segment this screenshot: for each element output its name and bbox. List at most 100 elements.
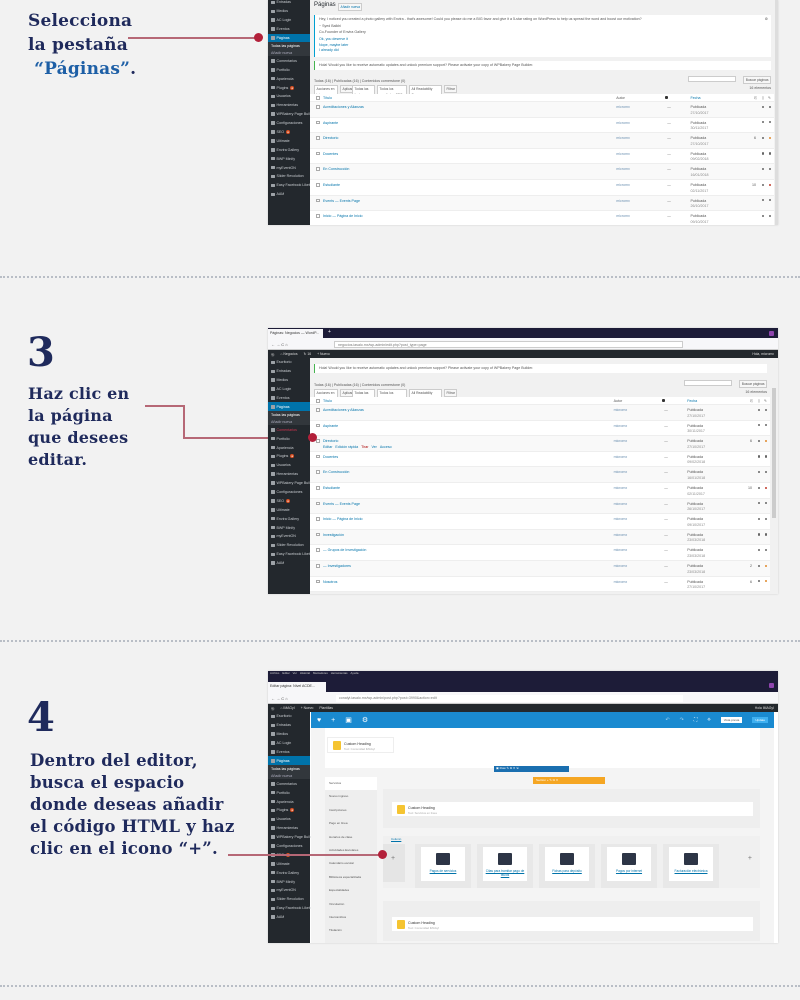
sidebar-item-p-ginas[interactable]: Páginas	[268, 402, 310, 412]
card-link[interactable]: Pagos de servicios	[429, 869, 457, 873]
select-all-checkbox[interactable]	[316, 96, 320, 100]
sidebar-item-escritorio[interactable]: Escritorio	[268, 358, 310, 367]
author-link[interactable]: micromx	[613, 548, 628, 553]
settings-icon[interactable]: ⚙	[361, 717, 369, 724]
sidebar-item-ultimate[interactable]: Ultimate	[268, 859, 310, 868]
sidebar-item-slider-revolution[interactable]: Slider Revolution	[268, 172, 310, 181]
page-title-link[interactable]: Directorio	[323, 136, 339, 141]
sidebar-item-plugins[interactable]: Plugins ●	[268, 806, 310, 815]
author-link[interactable]: micromx	[616, 105, 630, 109]
page-title-link[interactable]: Nosotros	[323, 579, 338, 584]
add-element-plus-icon[interactable]: +	[747, 855, 752, 862]
add-element-plus-icon[interactable]: +	[391, 855, 396, 862]
page-title-link[interactable]: Events — Events Page	[323, 501, 360, 506]
row-action-link[interactable]: Acceso	[379, 445, 392, 450]
sidebar-item-medios[interactable]: Medios	[268, 730, 310, 739]
row-checkbox[interactable]	[316, 183, 320, 187]
sidebar-item-entradas[interactable]: Entradas	[268, 0, 310, 7]
sidebar-item-apariencia[interactable]: Apariencia	[268, 797, 310, 806]
sidebar-item-entradas[interactable]: Entradas	[268, 721, 310, 730]
page-title-link[interactable]: Aspirante	[323, 423, 339, 428]
add-new-button[interactable]: Añadir nueva	[338, 3, 363, 11]
sidebar-item-aam[interactable]: AAM	[268, 559, 310, 568]
sidebar-item-configuraciones[interactable]: Configuraciones	[268, 119, 310, 128]
menu-item[interactable]: Marcadores	[312, 671, 328, 675]
sidebar-item-p-ginas[interactable]: Páginas	[268, 756, 310, 766]
custom-heading-block[interactable]: Custom Heading Text: Servicios en línea	[391, 801, 754, 817]
sidebar-item-herramientas[interactable]: Herramientas	[268, 470, 310, 479]
menu-item[interactable]: Archivo	[270, 671, 280, 675]
user-greeting[interactable]: Hola, micromx	[752, 352, 774, 356]
filter-button[interactable]: Filtrar	[444, 389, 458, 397]
dismiss-icon[interactable]: ⚙	[764, 17, 768, 21]
sidebar-item-ac-login[interactable]: AC Login	[268, 16, 310, 25]
templates-link[interactable]: Plantillas	[319, 706, 333, 710]
user-greeting[interactable]: Hola IMAGyI	[754, 706, 774, 710]
updates-link[interactable]: ↻ 16	[303, 352, 312, 356]
author-link[interactable]: micromx	[613, 470, 628, 475]
nav-buttons[interactable]: ← → C ⌂	[271, 695, 288, 701]
card-link[interactable]: Facturación electrónica	[674, 869, 708, 873]
sidebar-item-portfolio[interactable]: Portfolio	[268, 65, 310, 74]
sidebar-item-entradas[interactable]: Entradas	[268, 367, 310, 376]
icon-box-card[interactable]: Pagos por internet	[607, 847, 651, 881]
row-checkbox[interactable]	[316, 151, 320, 156]
site-name-link[interactable]: ⌂ IMAGyI	[280, 706, 295, 710]
browser-tab[interactable]: Páginas: Negocios — WordP...	[268, 329, 323, 338]
sidebar-item-comentarios[interactable]: Comentarios	[268, 779, 310, 788]
card-link[interactable]: Citas para tramitar pago de títulos	[485, 869, 525, 877]
new-tab-button[interactable]: +	[328, 329, 331, 335]
tab-item[interactable]: Titulación	[329, 928, 342, 933]
sidebar-item-herramientas[interactable]: Herramientas	[268, 824, 310, 833]
fullscreen-icon[interactable]: ⛶	[693, 717, 698, 723]
status-filters[interactable]: Todas (16) | Publicadas (16) | Contenido…	[314, 79, 406, 83]
sidebar-item-aam[interactable]: AAM	[268, 913, 310, 922]
row-action-link[interactable]: Ver	[371, 445, 377, 450]
tab-item[interactable]: Actividades Escolares	[329, 847, 359, 852]
page-title-link[interactable]: En Construcción	[323, 470, 350, 475]
menu-item[interactable]: Herramientas	[330, 671, 348, 675]
author-link[interactable]: micromx	[616, 198, 630, 203]
column-title[interactable]: Título	[323, 399, 332, 403]
sidebar-item-seo[interactable]: SEO●	[268, 496, 310, 505]
author-link[interactable]: micromx	[616, 151, 630, 156]
sidebar-item-usuarios[interactable]: Usuarios	[268, 815, 310, 824]
tab-item[interactable]: Pago en línea	[329, 821, 348, 826]
sidebar-item-apariencia[interactable]: Apariencia	[268, 74, 310, 83]
filter-button[interactable]: Filtrar	[444, 85, 458, 93]
page-title-link[interactable]: Aspirante	[323, 120, 339, 125]
column-label[interactable]: Column	[391, 837, 402, 841]
row-checkbox[interactable]	[316, 198, 320, 203]
row-checkbox[interactable]	[316, 454, 320, 459]
page-title-link[interactable]: Estudiante	[323, 486, 340, 490]
page-title-link[interactable]: Docentes	[323, 454, 339, 459]
author-link[interactable]: micromx	[616, 120, 630, 125]
tabs-controls[interactable]: Section + ✎ ⧉ ✕	[533, 777, 605, 784]
menu-item[interactable]: Editar	[282, 671, 290, 675]
nav-buttons[interactable]: ← → C ⌂	[271, 341, 288, 347]
author-link[interactable]: micromx	[613, 501, 628, 506]
page-title-link[interactable]: Acreditaciones y Alianzas	[323, 408, 364, 412]
custom-heading-block[interactable]: Custom Heading Text: Comunidad IMAGyI	[391, 916, 754, 932]
sidebar-item-comentarios[interactable]: Comentarios	[268, 56, 310, 65]
status-filters[interactable]: Todas (16) | Publicadas (16) | Contenido…	[314, 383, 406, 387]
author-link[interactable]: micromx	[613, 454, 628, 459]
author-link[interactable]: micromx	[613, 408, 628, 412]
page-title-link[interactable]: Inicio — Página de Inicio	[323, 214, 363, 219]
sidebar-item-apariencia[interactable]: Apariencia	[268, 443, 310, 452]
sidebar-item-myeventon[interactable]: myEventON	[268, 532, 310, 541]
sidebar-item-a-adir-nueva[interactable]: Añadir nueva	[268, 772, 310, 780]
page-title-link[interactable]: Estudiante	[323, 183, 340, 187]
wp-logo-icon[interactable]: Ⓦ	[271, 706, 275, 711]
menu-item[interactable]: Historial	[299, 671, 310, 675]
page-search-input[interactable]	[684, 380, 732, 386]
sidebar-item-ultimate[interactable]: Ultimate	[268, 136, 310, 145]
sidebar-item-envira-gallery[interactable]: Envira Gallery	[268, 868, 310, 877]
sidebar-item-seo[interactable]: SEO●	[268, 128, 310, 137]
redo-icon[interactable]: ↷	[679, 717, 684, 723]
card-link[interactable]: Fichas para depósito	[552, 869, 582, 873]
sidebar-item-usuarios[interactable]: Usuarios	[268, 461, 310, 470]
sidebar-item-wpbakery-page-builder[interactable]: WPBakery Page Builder	[268, 833, 315, 842]
row-action-link[interactable]: Edición rápida	[335, 445, 359, 450]
custom-heading-block[interactable]: Custom Heading Text: Comunidad IMAGyI	[327, 737, 394, 753]
